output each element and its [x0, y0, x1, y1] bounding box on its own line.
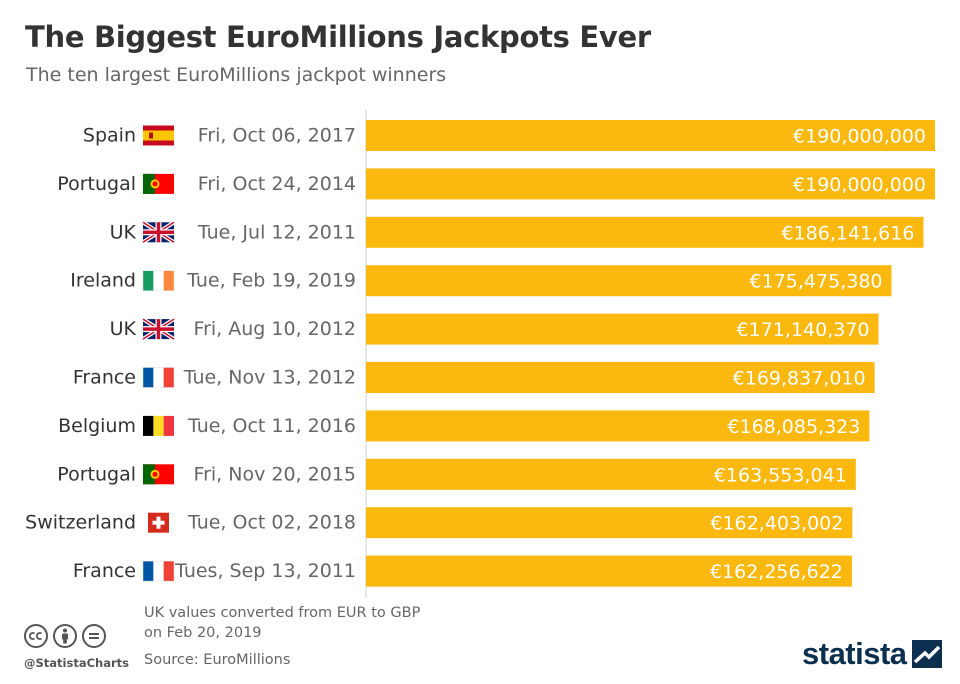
uk-flag-icon: [141, 220, 176, 244]
cc-icon: [24, 624, 48, 648]
value-label: €163,553,041: [714, 464, 847, 486]
license-icons: [24, 624, 106, 648]
country-label: Portugal: [57, 173, 136, 195]
bar-row: France Tue, Nov 13, 2012 €169,837,010: [73, 362, 875, 393]
ireland-flag-icon: [142, 270, 175, 291]
bar: [366, 120, 935, 151]
switzerland-flag-icon: [148, 512, 169, 533]
statista-logo-text: statista: [802, 636, 907, 671]
draw-date-label: Tue, Nov 13, 2012: [183, 367, 356, 389]
statista-logo-icon: [911, 640, 942, 668]
country-label: Spain: [83, 125, 136, 147]
conversion-note-line-1: UK values converted from EUR to GBP: [144, 605, 421, 621]
bar: [366, 410, 870, 442]
bar: [366, 458, 856, 490]
draw-date-label: Tue, Oct 11, 2016: [187, 415, 356, 437]
conversion-note-line-2: on Feb 20, 2019: [144, 625, 262, 641]
bar: [366, 555, 852, 587]
value-label: €169,837,010: [733, 368, 866, 390]
chart-title: The Biggest EuroMillions Jackpots Ever: [25, 20, 651, 54]
value-label: €162,256,622: [710, 561, 843, 583]
bar-row: UK Fri, Aug 10, 2012 €171,140,370: [110, 313, 879, 345]
country-label: Ireland: [70, 270, 136, 292]
bar: [366, 507, 853, 539]
draw-date-label: Tue, Feb 19, 2019: [186, 270, 356, 292]
draw-date-label: Fri, Nov 20, 2015: [194, 463, 356, 485]
france-flag-icon: [142, 367, 175, 388]
value-label: €168,085,323: [727, 416, 860, 438]
bar: [366, 216, 924, 248]
portugal-flag-icon: [143, 464, 174, 485]
portugal-flag-icon: [143, 173, 174, 194]
bar-row: UK Tue, Jul 12, 2011 €186,141,616: [110, 216, 924, 248]
belgium-flag-icon: [143, 415, 174, 436]
bar-row: Ireland Tue, Feb 19, 2019 €175,475,380: [70, 265, 892, 297]
country-label: UK: [110, 221, 137, 243]
spain-flag-icon: [143, 125, 174, 146]
france-flag-icon: [142, 560, 175, 582]
value-label: €162,403,002: [710, 513, 843, 535]
bar-chart: Spain Fri, Oct 06, 2017 €190,000,000Portug…: [25, 110, 935, 598]
country-label: Switzerland: [25, 512, 136, 534]
draw-date-label: Fri, Oct 06, 2017: [198, 125, 356, 147]
country-label: Portugal: [57, 463, 136, 485]
twitter-handle: @StatistaCharts: [24, 656, 129, 670]
draw-date-label: Fri, Aug 10, 2012: [194, 318, 356, 340]
uk-flag-icon: [141, 317, 176, 341]
value-label: €190,000,000: [793, 174, 926, 196]
bar: [366, 168, 935, 200]
attribution-icon: [53, 624, 77, 648]
bar: [366, 265, 892, 297]
bar-row: France Tues, Sep 13, 2011 €162,256,622: [73, 555, 852, 587]
bar: [366, 313, 879, 345]
no-derivatives-icon: [82, 624, 106, 648]
value-label: €175,475,380: [750, 271, 883, 293]
draw-date-label: Tues, Sep 13, 2011: [174, 560, 356, 582]
bar-row: Belgium Tue, Oct 11, 2016 €168,085,323: [58, 410, 870, 442]
country-label: France: [73, 367, 136, 389]
draw-date-label: Fri, Oct 24, 2014: [198, 173, 356, 195]
draw-date-label: Tue, Oct 02, 2018: [187, 512, 356, 534]
country-label: UK: [110, 318, 137, 340]
value-label: €190,000,000: [793, 126, 926, 148]
bar-row: Switzerland Tue, Oct 02, 2018 €162,403,002: [25, 507, 853, 539]
value-label: €186,141,616: [781, 222, 914, 244]
bar-row: Spain Fri, Oct 06, 2017 €190,000,000: [83, 120, 935, 151]
statista-logo[interactable]: statista: [802, 636, 942, 672]
bar-row: Portugal Fri, Oct 24, 2014 €190,000,000: [57, 168, 935, 200]
country-label: Belgium: [58, 415, 136, 437]
draw-date-label: Tue, Jul 12, 2011: [197, 221, 356, 243]
source-note: Source: EuroMillions: [144, 652, 291, 668]
country-label: France: [73, 560, 136, 582]
value-label: €171,140,370: [737, 319, 870, 341]
bar-row: Portugal Fri, Nov 20, 2015 €163,553,041: [57, 458, 856, 490]
bar: [366, 362, 875, 393]
chart-subtitle: The ten largest EuroMillions jackpot win…: [26, 64, 447, 86]
